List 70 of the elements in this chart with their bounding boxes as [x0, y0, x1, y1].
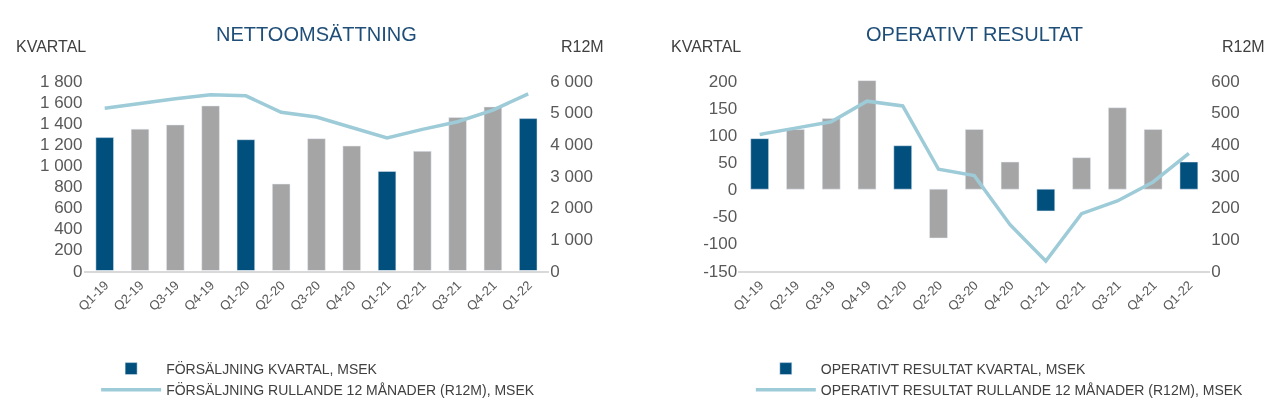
legend-label: FÖRSÄLJNING RULLANDE 12 MÅNADER (R12M), MSEK	[166, 381, 535, 399]
y2-tick-label: 3 000	[550, 166, 593, 186]
bar	[413, 151, 432, 271]
y2-axis-title: R12M	[561, 38, 604, 55]
bar	[857, 80, 877, 190]
y2-tick-label: 0	[1211, 261, 1221, 281]
y2-tick-label: 100	[1211, 229, 1240, 249]
y2-tick-label: 1 000	[550, 229, 593, 249]
bar	[236, 139, 255, 271]
bar	[786, 129, 805, 190]
y2-axis-title: R12M	[1222, 38, 1265, 55]
y-tick-label: 50	[718, 152, 738, 172]
bar	[1072, 157, 1091, 190]
y-tick-label: 600	[54, 198, 83, 218]
legend-label: OPERATIVT RESULTAT KVARTAL, MSEK	[820, 361, 1086, 378]
y2-tick-label: 600	[1211, 71, 1240, 91]
bar	[929, 188, 948, 239]
bar	[1000, 161, 1020, 190]
y2-tick-label: 0	[550, 261, 560, 281]
bar	[483, 106, 502, 271]
bar	[519, 118, 538, 271]
bar	[95, 137, 114, 271]
bar	[130, 128, 150, 271]
bar	[1179, 161, 1199, 190]
y-tick-label: 200	[54, 240, 83, 260]
y2-tick-label: 6 000	[550, 71, 593, 91]
y-tick-label: 1 400	[39, 113, 83, 133]
legend-label: FÖRSÄLJNING KVARTAL, MSEK	[166, 360, 378, 378]
y-tick-label: 800	[54, 177, 83, 197]
y-tick-label: 1 000	[39, 155, 83, 175]
y-axis-title: KVARTAL	[671, 38, 742, 55]
bar	[307, 138, 326, 271]
y-axis-title: KVARTAL	[16, 38, 87, 55]
y-tick-label: 0	[73, 261, 83, 281]
y2-tick-label: 400	[1211, 134, 1240, 154]
bar	[272, 183, 291, 271]
bar	[342, 145, 361, 271]
y2-tick-label: 4 000	[550, 134, 593, 154]
y-tick-label: 1 200	[39, 134, 83, 154]
y-tick-label: -150	[703, 261, 738, 281]
y-tick-label: 1 800	[39, 71, 83, 91]
y2-tick-label: 300	[1211, 166, 1240, 186]
bar	[1143, 129, 1163, 190]
y-tick-label: 200	[708, 71, 738, 91]
bar	[377, 171, 397, 271]
y2-tick-label: 500	[1211, 103, 1240, 123]
line-series	[102, 92, 530, 140]
y2-tick-label: 2 000	[550, 198, 593, 218]
bar	[822, 118, 841, 190]
chart-title: NETTOOMSÄTTNING	[216, 23, 417, 45]
bar	[893, 145, 912, 190]
bar	[1108, 107, 1127, 190]
y-tick-label: 400	[54, 219, 83, 239]
y-tick-label: 150	[708, 98, 738, 118]
bar	[750, 138, 769, 190]
y2-tick-label: 5 000	[550, 103, 593, 123]
bar	[201, 105, 220, 271]
y-tick-label: 1 600	[39, 92, 83, 112]
y-tick-label: -50	[712, 207, 738, 227]
y-tick-label: -100	[703, 234, 738, 254]
bar	[448, 117, 467, 271]
line-series	[757, 99, 1191, 263]
y-tick-label: 100	[708, 125, 738, 145]
bar	[1036, 188, 1056, 212]
y2-tick-label: 200	[1211, 198, 1240, 218]
y-tick-label: 0	[727, 180, 738, 200]
legend-label: OPERATIVT RESULTAT RULLANDE 12 MÅNADER (R12M), MSEK	[820, 382, 1244, 399]
bar	[166, 124, 185, 271]
chart-title: OPERATIVT RESULTAT	[866, 23, 1084, 45]
bar	[965, 129, 984, 190]
